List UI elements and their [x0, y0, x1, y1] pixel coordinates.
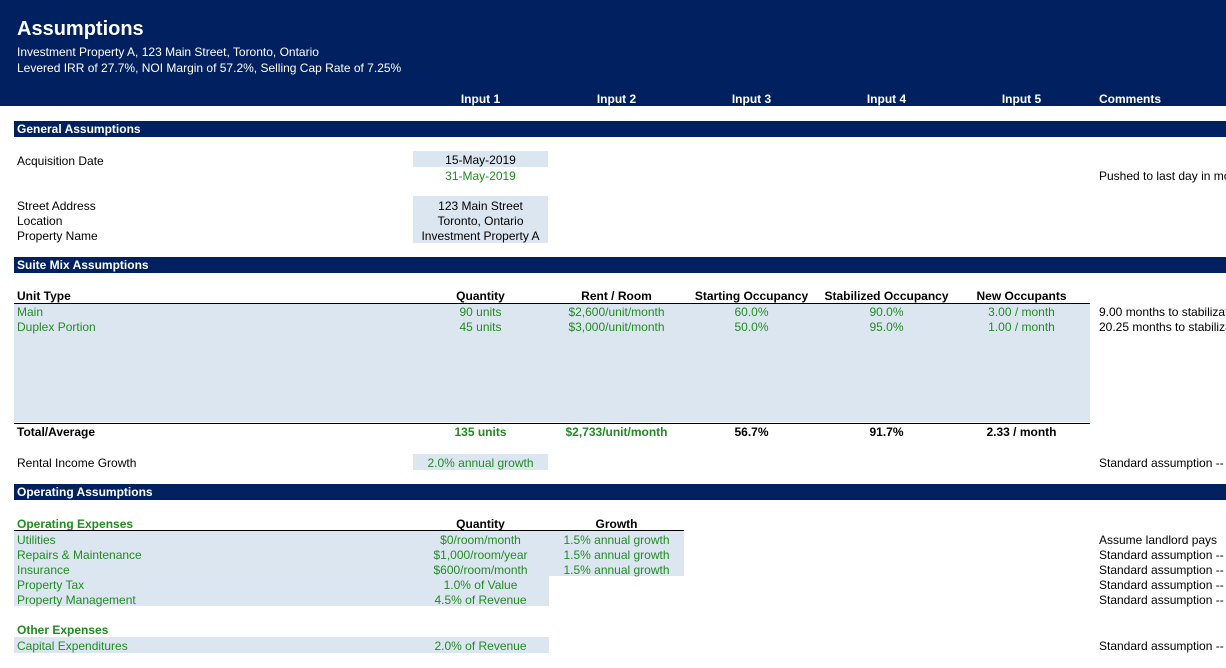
col-input-5: Input 5	[1001, 92, 1042, 106]
suite-mix-input-area[interactable]	[14, 304, 1090, 422]
acquisition-date-adjusted: 31-May-2019	[445, 169, 516, 183]
operating-section-bar: Operating Assumptions	[14, 484, 1226, 500]
acquisition-date-value: 15-May-2019	[445, 153, 516, 167]
average-stabilized-occupancy: 91.7%	[869, 425, 904, 439]
opex-comment: Standard assumption --	[1099, 578, 1224, 592]
general-section-title: General Assumptions	[17, 122, 141, 136]
opex-label: Repairs & Maintenance	[17, 548, 142, 562]
opex-growth: 1.5% annual growth	[563, 533, 670, 547]
quantity-header: Quantity	[456, 289, 505, 303]
opex-quantity: $600/room/month	[433, 563, 528, 577]
new-occupants-header: New Occupants	[976, 289, 1067, 303]
opex-growth-header: Growth	[595, 517, 638, 531]
opex-quantity-inputs[interactable]	[14, 531, 549, 606]
col-input-2: Input 2	[596, 92, 637, 106]
opex-quantity: $0/room/month	[440, 533, 521, 547]
metrics-subtitle: Levered IRR of 27.7%, NOI Margin of 57.2…	[17, 61, 402, 75]
acquisition-date-input[interactable]	[413, 151, 548, 167]
total-quantity: 135 units	[454, 425, 507, 439]
opex-growth: 1.5% annual growth	[563, 563, 670, 577]
new-occupants-cell: 3.00 / month	[988, 305, 1055, 319]
rent-header: Rent / Room	[581, 289, 652, 303]
rent-cell: $2,600/unit/month	[568, 305, 665, 319]
average-new-occupants: 2.33 / month	[986, 425, 1057, 439]
stabilized-occupancy-cell: 90.0%	[869, 305, 904, 319]
suite-header-rule	[14, 303, 1090, 304]
other-expenses-title: Other Expenses	[17, 623, 109, 637]
unit-type-cell: Main	[17, 305, 44, 319]
suite-total-rule	[14, 423, 1090, 424]
capex-label: Capital Expenditures	[17, 639, 128, 653]
street-address-value: 123 Main Street	[438, 199, 523, 213]
total-label: Total/Average	[17, 425, 96, 439]
general-section-bar: General Assumptions	[14, 121, 1226, 137]
opex-label: Insurance	[17, 563, 70, 577]
header-band	[0, 0, 1226, 106]
acquisition-comment: Pushed to last day in mo	[1099, 169, 1226, 183]
property-name-value: Investment Property A	[421, 229, 540, 243]
unit-type-header: Unit Type	[17, 289, 71, 303]
capex-value: 2.0% of Revenue	[434, 639, 527, 653]
opex-growth: 1.5% annual growth	[563, 548, 670, 562]
quantity-cell: 90 units	[459, 305, 502, 319]
opex-label: Utilities	[17, 533, 56, 547]
capex-comment: Standard assumption --	[1099, 639, 1224, 653]
property-name-label: Property Name	[17, 229, 98, 243]
opex-label: Property Management	[17, 593, 136, 607]
rental-growth-input[interactable]	[413, 454, 548, 470]
opex-comment: Standard assumption --	[1099, 548, 1224, 562]
operating-section-title: Operating Assumptions	[17, 485, 153, 499]
rental-growth-comment: Standard assumption --	[1099, 456, 1224, 470]
location-value: Toronto, Ontario	[437, 214, 524, 228]
starting-occupancy-cell: 60.0%	[734, 305, 769, 319]
col-input-3: Input 3	[731, 92, 772, 106]
rental-growth-value: 2.0% annual growth	[427, 456, 534, 470]
unit-type-cell: Duplex Portion	[17, 320, 96, 334]
property-subtitle: Investment Property A, 123 Main Street, …	[17, 45, 319, 59]
opex-label: Property Tax	[17, 578, 85, 592]
opex-header-rule	[14, 530, 684, 531]
acquisition-date-label: Acquisition Date	[17, 154, 104, 168]
quantity-cell: 45 units	[459, 320, 502, 334]
capex-input[interactable]	[14, 637, 549, 653]
col-input-4: Input 4	[866, 92, 907, 106]
average-rent: $2,733/unit/month	[565, 425, 668, 439]
rental-growth-label: Rental Income Growth	[17, 456, 137, 470]
suite-section-bar: Suite Mix Assumptions	[14, 257, 1226, 273]
opex-quantity-header: Quantity	[456, 517, 505, 531]
average-starting-occupancy: 56.7%	[734, 425, 769, 439]
street-address-label: Street Address	[17, 199, 96, 213]
suite-section-title: Suite Mix Assumptions	[17, 258, 149, 272]
new-occupants-cell: 1.00 / month	[988, 320, 1055, 334]
opex-growth-inputs[interactable]	[549, 531, 684, 576]
starting-occupancy-header: Starting Occupancy	[694, 289, 809, 303]
location-label: Location	[17, 214, 63, 228]
rent-cell: $3,000/unit/month	[568, 320, 665, 334]
operating-expenses-title: Operating Expenses	[17, 517, 134, 531]
col-input-1: Input 1	[460, 92, 501, 106]
stabilized-occupancy-cell: 95.0%	[869, 320, 904, 334]
stabilized-occupancy-header: Stabilized Occupancy	[824, 289, 949, 303]
stabilization-comment: 20.25 months to stabiliza	[1099, 320, 1226, 334]
opex-comment: Standard assumption --	[1099, 563, 1224, 577]
opex-comment: Standard assumption --	[1099, 593, 1224, 607]
col-comments: Comments	[1099, 92, 1162, 106]
opex-quantity: 4.5% of Revenue	[434, 593, 527, 607]
opex-comment: Assume landlord pays	[1099, 533, 1218, 547]
starting-occupancy-cell: 50.0%	[734, 320, 769, 334]
opex-quantity: 1.0% of Value	[443, 578, 518, 592]
opex-quantity: $1,000/room/year	[433, 548, 528, 562]
property-info-inputs[interactable]	[413, 196, 548, 243]
page-title: Assumptions	[17, 18, 144, 40]
stabilization-comment: 9.00 months to stabilizat	[1099, 305, 1226, 319]
